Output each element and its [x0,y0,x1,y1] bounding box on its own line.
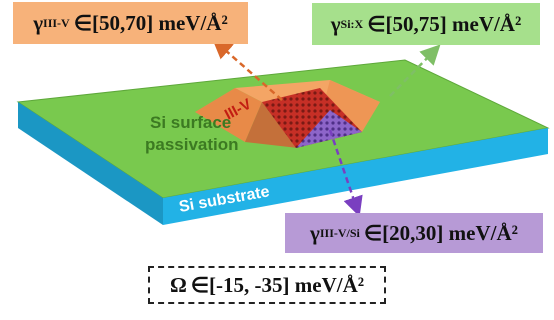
substrate-front-face [18,102,163,225]
si-x-arrow [389,44,441,97]
iii-v-si-gamma-symbol: γ [310,220,320,245]
island-front-facet [245,102,298,148]
iii-v-energy-box: γ III-V ∈[50,70] meV/Å² [13,2,248,44]
omega-energy-box: Ω ∈[-15, -35] meV/Å² [148,266,386,304]
omega-range: ∈[-15, -35] meV/Å² [190,272,365,297]
iii-v-si-range: ∈[20,30] meV/Å² [363,220,518,245]
island-left-facet [195,88,262,142]
si-x-gamma-symbol: γ [330,11,341,36]
iii-v-si-energy-box: γ III-V/Si ∈[20,30] meV/Å² [285,213,543,253]
si-x-energy-box: γ Si:X ∈[50,75] meV/Å² [312,3,540,45]
iii-v-si-subscript: III-V/Si [319,225,360,240]
iii-v-subscript: III-V [43,15,70,30]
iii-v-range: ∈[50,70] meV/Å² [73,10,228,35]
iii-v-si-arrow [328,129,363,217]
substrate-side-face [163,128,548,225]
surface-label-line2: passivation [145,135,239,154]
iii-v-arrow [212,38,283,101]
surface-label-line1: Si surface [150,113,231,132]
si-x-subscript: Si:X [340,16,364,31]
interface-facet [296,110,362,148]
omega-symbol: Ω [169,272,187,297]
iii-v-gamma-symbol: γ [33,10,44,35]
si-x-range: ∈[50,75] meV/Å² [367,11,522,36]
